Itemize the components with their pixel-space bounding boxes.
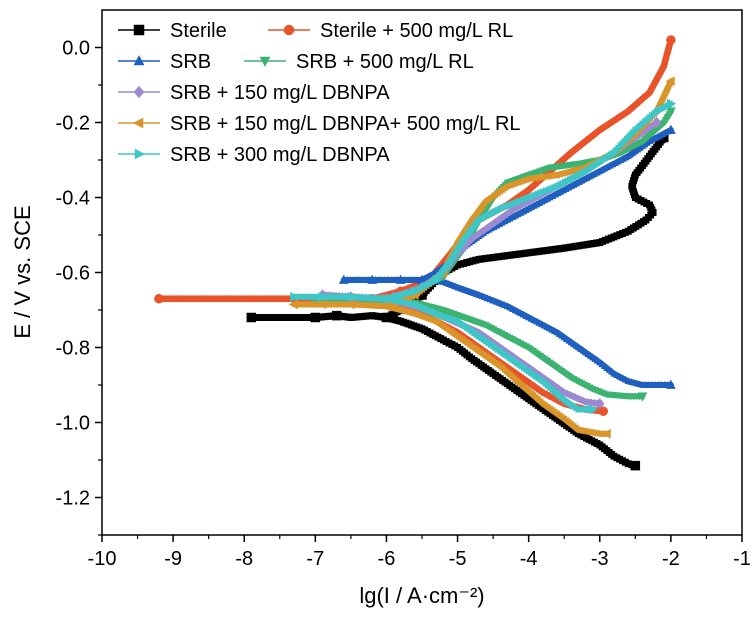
legend-label: SRB + 150 mg/L DBNPA bbox=[170, 82, 390, 104]
legend-item: SRB bbox=[118, 51, 211, 73]
data-point bbox=[338, 274, 349, 284]
data-point bbox=[331, 310, 342, 321]
legend-marker bbox=[132, 117, 144, 129]
data-point bbox=[395, 274, 406, 284]
data-point bbox=[630, 460, 641, 471]
x-tick-label: -3 bbox=[591, 548, 609, 570]
data-point bbox=[666, 35, 676, 45]
legend-item: Sterile bbox=[118, 20, 227, 42]
data-point bbox=[588, 404, 599, 415]
y-tick-label: -1.0 bbox=[56, 413, 90, 435]
legend-label: Sterile bbox=[170, 20, 227, 42]
x-tick-label: -7 bbox=[306, 548, 324, 570]
x-tick-label: -5 bbox=[449, 548, 467, 570]
x-tick-label: -4 bbox=[520, 548, 538, 570]
data-point bbox=[651, 116, 662, 129]
legend-marker bbox=[133, 24, 145, 36]
legend-marker bbox=[283, 24, 295, 36]
y-tick-label: -0.6 bbox=[56, 263, 90, 285]
data-point bbox=[382, 293, 392, 304]
series-6 bbox=[290, 98, 677, 415]
legend-item: SRB + 150 mg/L DBNPA bbox=[118, 82, 390, 104]
y-tick-label: -0.4 bbox=[56, 188, 90, 210]
x-tick-label: -2 bbox=[662, 548, 680, 570]
x-axis-title: lg(I / A·cm⁻²) bbox=[359, 583, 484, 608]
data-point bbox=[601, 428, 611, 439]
legend-marker bbox=[133, 54, 145, 66]
data-point bbox=[667, 98, 677, 109]
data-point bbox=[381, 312, 392, 323]
legend-item: Sterile + 500 mg/L RL bbox=[268, 20, 513, 42]
legend: Sterile Sterile + 500 mg/L RL SRB SRB + 500… bbox=[118, 20, 521, 166]
data-point bbox=[665, 124, 676, 134]
legend-label: SRB bbox=[170, 51, 211, 73]
legend-marker bbox=[134, 148, 146, 160]
data-point bbox=[411, 286, 421, 297]
data-point bbox=[290, 291, 300, 302]
data-point bbox=[594, 397, 605, 410]
data-point bbox=[665, 76, 675, 87]
x-tick-label: -6 bbox=[378, 548, 396, 570]
y-axis-title: E / V vs. SCE bbox=[10, 205, 35, 338]
x-tick-label: -9 bbox=[164, 548, 182, 570]
y-tick-label: -1.2 bbox=[56, 488, 90, 510]
data-point bbox=[316, 299, 327, 310]
legend-item: SRB + 150 mg/L DBNPA+ 500 mg/L RL bbox=[118, 113, 521, 135]
data-point bbox=[310, 312, 321, 323]
legend-item: SRB + 300 mg/L DBNPA bbox=[118, 144, 390, 166]
data-point bbox=[347, 291, 357, 302]
y-tick-label: 0.0 bbox=[62, 38, 90, 60]
x-tick-label: -10 bbox=[88, 548, 117, 570]
data-point bbox=[665, 379, 676, 389]
data-point bbox=[318, 291, 328, 302]
legend-label: SRB + 300 mg/L DBNPA bbox=[170, 144, 390, 166]
x-tick-label: -1 bbox=[733, 548, 751, 570]
y-tick-label: -0.8 bbox=[56, 338, 90, 360]
y-tick-label: -0.2 bbox=[56, 113, 90, 135]
data-point bbox=[637, 392, 648, 402]
legend-label: Sterile + 500 mg/L RL bbox=[320, 20, 513, 42]
series-layer bbox=[154, 35, 677, 471]
legend-item: SRB + 500 mg/L RL bbox=[244, 51, 474, 73]
legend-marker bbox=[133, 85, 145, 99]
legend-label: SRB + 150 mg/L DBNPA+ 500 mg/L RL bbox=[170, 113, 521, 135]
data-point bbox=[246, 312, 257, 323]
data-point bbox=[665, 107, 676, 117]
series-0 bbox=[246, 132, 669, 471]
series-line-anodic bbox=[369, 37, 674, 302]
axis-layer: -10 -9 -8 -7 -6 -5 -4 -3 -2 -1 0.0 -0.2 -0.4 -0.6 -0.8… bbox=[56, 38, 751, 571]
data-point bbox=[432, 275, 442, 285]
x-tick-label: -8 bbox=[235, 548, 253, 570]
data-point bbox=[380, 301, 391, 312]
data-point bbox=[367, 274, 378, 284]
data-point bbox=[345, 299, 355, 310]
data-point bbox=[154, 294, 164, 304]
legend-label: SRB + 500 mg/L RL bbox=[296, 51, 474, 73]
legend-marker bbox=[259, 56, 271, 68]
data-point bbox=[288, 299, 298, 310]
data-point bbox=[598, 406, 609, 416]
